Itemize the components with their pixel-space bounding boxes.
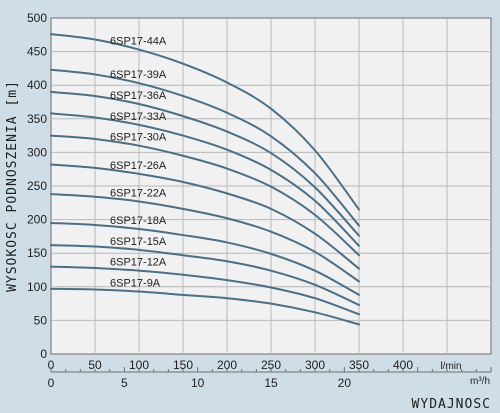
x-tick-label: 400 xyxy=(393,358,413,372)
x-tick-label: 100 xyxy=(129,358,149,372)
x2-tick-label: 15 xyxy=(264,376,278,390)
series-label: 6SP17-15A xyxy=(110,236,167,248)
x-tick-label: 300 xyxy=(305,358,325,372)
y-tick-label: 500 xyxy=(27,11,47,25)
y-axis-title: WYSOKOSC PODNOSZENIA [m] xyxy=(5,80,20,292)
y-tick-label: 50 xyxy=(34,313,48,327)
series-line xyxy=(50,221,360,296)
x-tick-label: 250 xyxy=(261,358,281,372)
series-line xyxy=(50,68,360,227)
series-label: 6SP17-22A xyxy=(110,187,167,199)
y-tick-label: 100 xyxy=(27,280,47,294)
y-tick-label: 350 xyxy=(27,112,47,126)
x-tick-labels: 0 50 100 150 200 250 300 350 400 l/min xyxy=(48,358,462,372)
x-tick-label: 50 xyxy=(88,358,102,372)
series-label: 6SP17-39A xyxy=(110,69,167,81)
series-line xyxy=(50,33,360,211)
series-line xyxy=(50,163,360,270)
x-tick-label: 200 xyxy=(217,358,237,372)
series-line xyxy=(50,287,360,326)
series-label: 6SP17-30A xyxy=(110,132,167,144)
series-line xyxy=(50,265,360,316)
series-label: 6SP17-12A xyxy=(110,257,167,269)
series-label: 6SP17-18A xyxy=(110,215,167,227)
series-label: 6SP17-36A xyxy=(110,90,167,102)
series-label: 6SP17-26A xyxy=(110,160,167,172)
x2-axis-unit: m³/h xyxy=(470,376,490,387)
x-axis-title: WYDAJNOSC xyxy=(412,397,491,412)
series-line xyxy=(50,193,360,283)
series-lines xyxy=(50,33,360,326)
x-tick-label: 150 xyxy=(173,358,193,372)
series-line xyxy=(50,134,360,257)
series-label: 6SP17-9A xyxy=(110,278,161,290)
y-tick-label: 150 xyxy=(27,246,47,260)
y-tick-labels: 0 50 100 150 200 250 300 350 400 450 500 xyxy=(27,11,47,361)
series-line xyxy=(50,244,360,306)
secondary-x-axis: 0 5 10 15 20 xyxy=(48,367,492,390)
x-tick-label: 350 xyxy=(349,358,369,372)
y-tick-label: 300 xyxy=(27,145,47,159)
series-label: 6SP17-44A xyxy=(110,36,167,48)
x2-tick-label: 10 xyxy=(191,376,205,390)
x2-tick-label: 5 xyxy=(121,376,128,390)
x2-tick-label: 0 xyxy=(48,376,55,390)
y-tick-label: 450 xyxy=(27,45,47,59)
y-tick-label: 250 xyxy=(27,179,47,193)
x2-tick-label: 20 xyxy=(338,376,352,390)
x-axis-unit: l/min xyxy=(440,361,461,372)
series-line xyxy=(50,112,360,247)
y-tick-label: 400 xyxy=(27,78,47,92)
series-line xyxy=(50,90,360,237)
x-tick-label: 0 xyxy=(48,358,55,372)
series-labels: 6SP17-44A 6SP17-39A 6SP17-36A 6SP17-33A 6SP1… xyxy=(110,36,167,290)
series-label: 6SP17-33A xyxy=(110,111,167,123)
y-tick-label: 0 xyxy=(40,347,47,361)
y-tick-label: 200 xyxy=(27,213,47,227)
